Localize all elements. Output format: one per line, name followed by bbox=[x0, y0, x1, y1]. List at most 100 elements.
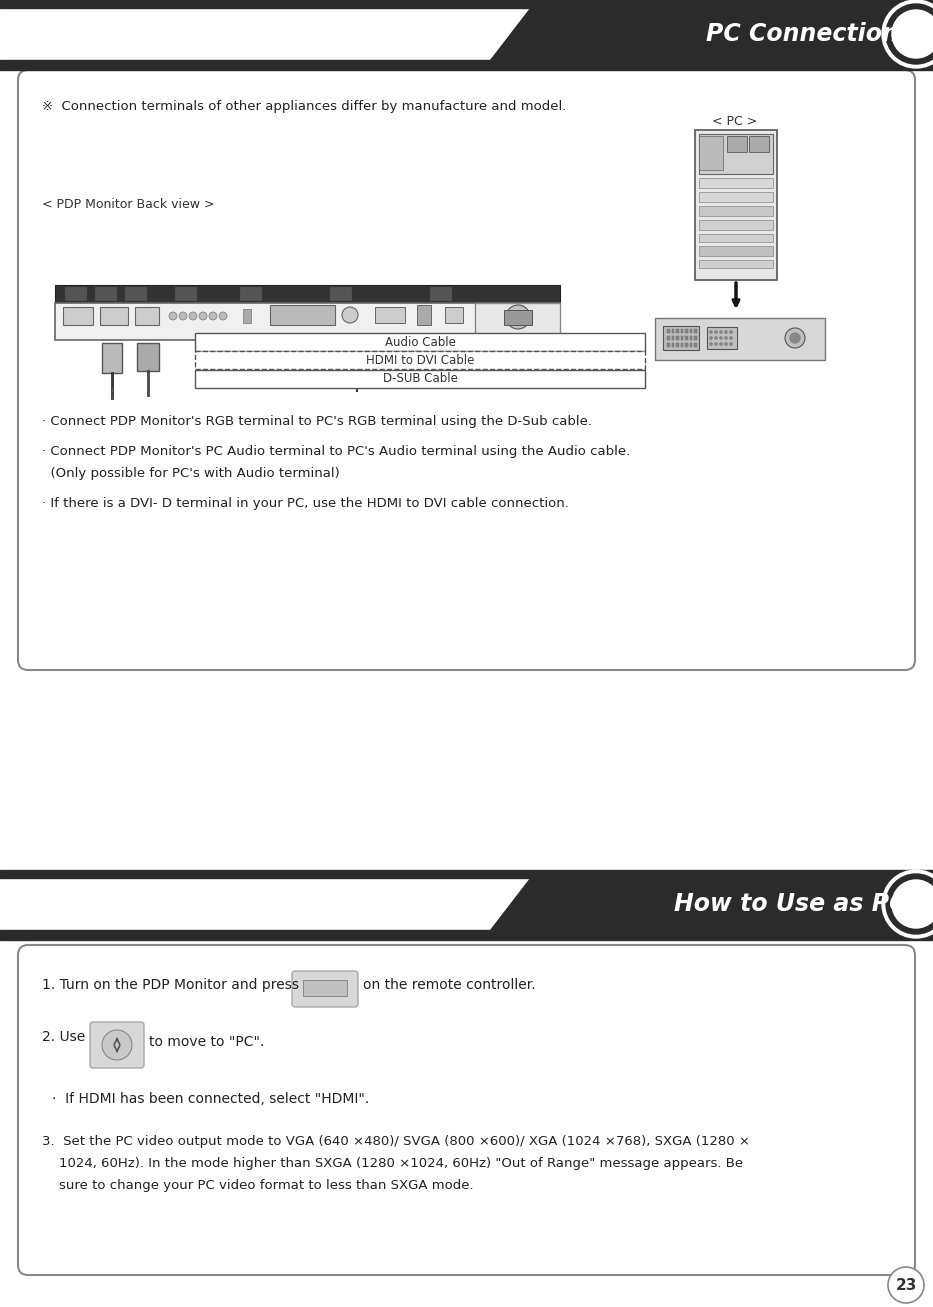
Bar bbox=[55, 285, 560, 303]
Bar bbox=[685, 329, 688, 333]
Text: to move to "PC".: to move to "PC". bbox=[149, 1035, 264, 1050]
Circle shape bbox=[209, 312, 217, 320]
Circle shape bbox=[715, 342, 717, 345]
Text: on the remote controller.: on the remote controller. bbox=[363, 978, 536, 992]
Bar bbox=[504, 310, 532, 325]
Circle shape bbox=[790, 333, 800, 342]
Text: PC Connections: PC Connections bbox=[706, 22, 913, 46]
Bar bbox=[680, 336, 683, 340]
FancyBboxPatch shape bbox=[18, 945, 915, 1276]
Bar bbox=[175, 288, 197, 301]
Circle shape bbox=[719, 337, 722, 340]
Bar bbox=[676, 336, 678, 340]
Bar bbox=[95, 288, 117, 301]
Bar bbox=[240, 288, 262, 301]
Circle shape bbox=[715, 337, 717, 340]
Bar bbox=[680, 329, 683, 333]
Bar bbox=[680, 342, 683, 346]
Bar bbox=[475, 303, 560, 340]
Bar bbox=[667, 342, 670, 346]
Bar bbox=[727, 136, 747, 152]
Polygon shape bbox=[490, 8, 933, 60]
Bar bbox=[349, 342, 365, 367]
Bar bbox=[707, 327, 737, 349]
Bar bbox=[699, 207, 773, 216]
Bar bbox=[676, 342, 678, 346]
Bar bbox=[699, 246, 773, 256]
Bar bbox=[375, 307, 405, 323]
Bar bbox=[430, 288, 452, 301]
Circle shape bbox=[715, 331, 717, 333]
Circle shape bbox=[719, 342, 722, 345]
Text: HDMI to DVI Cable: HDMI to DVI Cable bbox=[366, 353, 474, 366]
Bar bbox=[676, 329, 678, 333]
Circle shape bbox=[169, 312, 177, 320]
Circle shape bbox=[506, 305, 530, 329]
Bar bbox=[0, 60, 933, 71]
Circle shape bbox=[189, 312, 197, 320]
Text: 3.  Set the PC video output mode to VGA (640 ×480)/ SVGA (800 ×600)/ XGA (1024 ×: 3. Set the PC video output mode to VGA (… bbox=[42, 1134, 750, 1148]
Bar bbox=[694, 342, 697, 346]
Circle shape bbox=[725, 337, 727, 340]
Bar bbox=[699, 192, 773, 203]
Bar bbox=[0, 870, 933, 878]
Bar bbox=[195, 370, 645, 388]
Bar bbox=[672, 329, 674, 333]
Bar bbox=[694, 336, 697, 340]
Bar bbox=[699, 220, 773, 230]
Bar bbox=[0, 931, 933, 940]
Bar bbox=[672, 336, 674, 340]
Text: 23: 23 bbox=[896, 1277, 917, 1293]
Text: · Connect PDP Monitor's RGB terminal to PC's RGB terminal using the D-Sub cable.: · Connect PDP Monitor's RGB terminal to … bbox=[42, 416, 592, 427]
Circle shape bbox=[199, 312, 207, 320]
Text: How to Use as PC: How to Use as PC bbox=[674, 891, 906, 916]
Text: sure to change your PC video format to less than SXGA mode.: sure to change your PC video format to l… bbox=[42, 1179, 474, 1192]
Bar bbox=[0, 0, 933, 8]
Bar bbox=[63, 307, 93, 325]
Circle shape bbox=[219, 312, 227, 320]
Circle shape bbox=[882, 0, 933, 68]
Bar bbox=[689, 342, 692, 346]
Bar bbox=[243, 308, 251, 323]
Bar bbox=[699, 260, 773, 268]
Circle shape bbox=[725, 331, 727, 333]
Circle shape bbox=[785, 328, 805, 348]
Circle shape bbox=[892, 10, 933, 58]
Bar bbox=[672, 342, 674, 346]
Circle shape bbox=[892, 880, 933, 928]
FancyBboxPatch shape bbox=[18, 71, 915, 670]
Bar bbox=[195, 333, 645, 352]
Bar bbox=[685, 336, 688, 340]
Text: ※  Connection terminals of other appliances differ by manufacture and model.: ※ Connection terminals of other applianc… bbox=[42, 101, 566, 112]
Bar bbox=[330, 288, 352, 301]
Text: · If there is a DVI- D terminal in your PC, use the HDMI to DVI cable connection: · If there is a DVI- D terminal in your … bbox=[42, 497, 569, 510]
Bar bbox=[445, 307, 463, 323]
Circle shape bbox=[725, 342, 727, 345]
Bar bbox=[137, 342, 159, 371]
Bar bbox=[303, 980, 347, 996]
Text: 1024, 60Hz). In the mode higher than SXGA (1280 ×1024, 60Hz) "Out of Range" mess: 1024, 60Hz). In the mode higher than SXG… bbox=[42, 1157, 743, 1170]
Bar bbox=[695, 129, 777, 280]
Bar bbox=[125, 288, 147, 301]
Bar bbox=[135, 307, 159, 325]
Text: Audio Cable: Audio Cable bbox=[384, 336, 455, 349]
Circle shape bbox=[342, 307, 358, 323]
Text: · Connect PDP Monitor's PC Audio terminal to PC's Audio terminal using the Audio: · Connect PDP Monitor's PC Audio termina… bbox=[42, 444, 631, 457]
Circle shape bbox=[730, 337, 732, 340]
Bar bbox=[699, 135, 773, 174]
Bar bbox=[663, 325, 699, 350]
Text: < PDP Monitor Back view >: < PDP Monitor Back view > bbox=[42, 197, 215, 210]
Bar bbox=[655, 318, 825, 359]
Bar bbox=[689, 336, 692, 340]
Bar bbox=[699, 136, 723, 170]
Bar bbox=[65, 288, 87, 301]
Bar bbox=[699, 178, 773, 188]
Text: 1. Turn on the PDP Monitor and press: 1. Turn on the PDP Monitor and press bbox=[42, 978, 299, 992]
Circle shape bbox=[710, 342, 712, 345]
Bar bbox=[102, 342, 122, 372]
Bar bbox=[667, 336, 670, 340]
Text: (Only possible for PC's with Audio terminal): (Only possible for PC's with Audio termi… bbox=[42, 467, 340, 480]
Circle shape bbox=[102, 1030, 132, 1060]
Bar bbox=[417, 305, 431, 325]
Circle shape bbox=[710, 337, 712, 340]
